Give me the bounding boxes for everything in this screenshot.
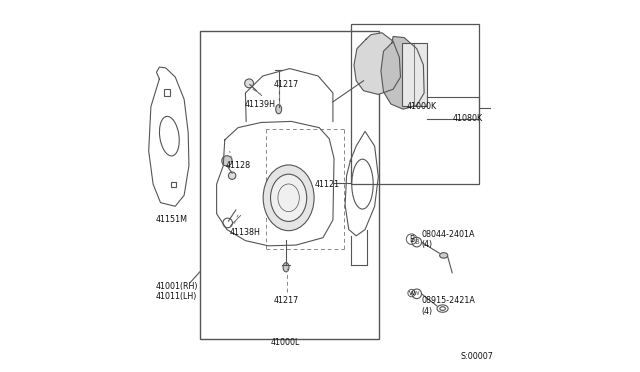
Ellipse shape [271,174,307,221]
Text: 41121: 41121 [314,180,340,189]
Text: 41001(RH)
41011(LH): 41001(RH) 41011(LH) [156,282,198,301]
Text: 41000L: 41000L [270,339,300,347]
Text: 41080K: 41080K [452,114,483,123]
Bar [402,44,427,106]
Ellipse shape [440,253,448,258]
Bar [351,23,479,184]
Text: 41000K: 41000K [407,102,437,111]
Ellipse shape [283,263,289,272]
Bar [164,89,170,96]
Circle shape [228,172,236,179]
Circle shape [222,156,232,166]
Text: 08044-2401A
(4): 08044-2401A (4) [422,230,475,249]
Ellipse shape [263,165,314,231]
Text: 41128: 41128 [226,161,251,170]
Ellipse shape [276,105,282,114]
Text: B: B [409,235,414,244]
Text: 41217: 41217 [274,80,299,89]
Circle shape [244,79,253,88]
Text: 41217: 41217 [274,296,299,305]
Text: W: W [408,291,415,296]
Text: 08915-2421A
(4): 08915-2421A (4) [422,296,476,316]
Bar [171,182,176,187]
Polygon shape [354,33,401,94]
Text: W: W [414,291,419,296]
Bar [200,31,379,339]
Polygon shape [381,36,424,109]
Text: 41139H: 41139H [244,100,275,109]
Text: 41151M: 41151M [156,215,188,224]
Text: B: B [414,239,419,245]
Text: 41138H: 41138H [230,228,260,237]
Text: S:00007: S:00007 [460,352,493,361]
